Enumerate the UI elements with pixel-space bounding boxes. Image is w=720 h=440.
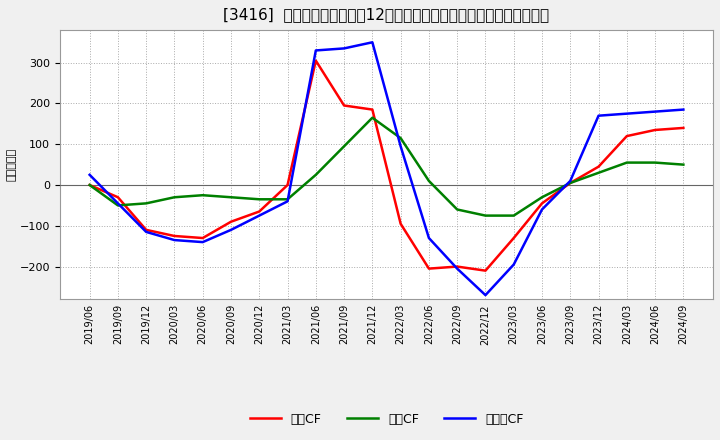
投資CF (594, 170, 603, 176)
営業CF (594, 164, 603, 169)
フリーCF (199, 239, 207, 245)
フリーCF (453, 266, 462, 271)
営業CF (566, 180, 575, 186)
営業CF (538, 201, 546, 206)
フリーCF (425, 235, 433, 241)
投資CF (679, 162, 688, 167)
フリーCF (114, 201, 122, 206)
営業CF (481, 268, 490, 273)
Line: フリーCF: フリーCF (89, 42, 683, 295)
営業CF (340, 103, 348, 108)
投資CF (170, 194, 179, 200)
フリーCF (142, 229, 150, 235)
投資CF (510, 213, 518, 218)
フリーCF (481, 293, 490, 298)
営業CF (510, 235, 518, 241)
フリーCF (510, 262, 518, 267)
投資CF (623, 160, 631, 165)
投資CF (453, 207, 462, 212)
営業CF (142, 227, 150, 232)
フリーCF (255, 213, 264, 218)
フリーCF (340, 46, 348, 51)
営業CF (623, 133, 631, 139)
フリーCF (368, 40, 377, 45)
営業CF (114, 194, 122, 200)
フリーCF (85, 172, 94, 177)
Line: 営業CF: 営業CF (89, 61, 683, 271)
Legend: 営業CF, 投資CF, フリーCF: 営業CF, 投資CF, フリーCF (245, 408, 528, 431)
フリーCF (538, 207, 546, 212)
営業CF (679, 125, 688, 131)
投資CF (396, 136, 405, 141)
投資CF (651, 160, 660, 165)
営業CF (312, 58, 320, 63)
投資CF (255, 197, 264, 202)
フリーCF (594, 113, 603, 118)
Line: 投資CF: 投資CF (89, 118, 683, 216)
フリーCF (170, 238, 179, 243)
営業CF (425, 266, 433, 271)
投資CF (538, 194, 546, 200)
フリーCF (396, 143, 405, 149)
営業CF (199, 235, 207, 241)
営業CF (255, 209, 264, 214)
Title: [3416]  キャッシュフローの12か月移動合計の対前年同期増減額の推移: [3416] キャッシュフローの12か月移動合計の対前年同期増減額の推移 (223, 7, 549, 22)
投資CF (312, 172, 320, 177)
営業CF (368, 107, 377, 112)
投資CF (340, 143, 348, 149)
フリーCF (623, 111, 631, 116)
Y-axis label: （百万円）: （百万円） (7, 148, 17, 181)
投資CF (142, 201, 150, 206)
フリーCF (566, 178, 575, 183)
営業CF (85, 182, 94, 187)
投資CF (481, 213, 490, 218)
投資CF (283, 197, 292, 202)
投資CF (114, 203, 122, 208)
フリーCF (312, 48, 320, 53)
フリーCF (227, 227, 235, 232)
投資CF (199, 193, 207, 198)
営業CF (453, 264, 462, 269)
営業CF (396, 221, 405, 227)
営業CF (170, 233, 179, 238)
フリーCF (651, 109, 660, 114)
投資CF (566, 180, 575, 186)
投資CF (425, 178, 433, 183)
営業CF (283, 182, 292, 187)
投資CF (227, 194, 235, 200)
営業CF (227, 219, 235, 224)
フリーCF (679, 107, 688, 112)
フリーCF (283, 199, 292, 204)
投資CF (85, 182, 94, 187)
営業CF (651, 127, 660, 132)
投資CF (368, 115, 377, 121)
